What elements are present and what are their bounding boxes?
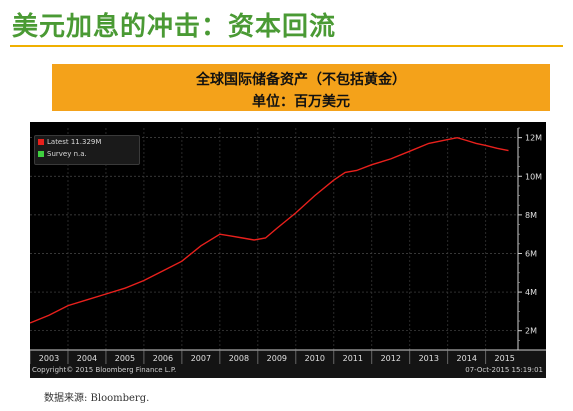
chart-panel: 2003 2004 2005 2006 2007 2008 2009 2010 2011 2012… (30, 122, 546, 378)
copyright-text: Copyright© 2015 Bloomberg Finance L.P. (32, 366, 177, 374)
x-tick-label: 2007 (191, 354, 211, 363)
slide-title: 美元加息的冲击：资本回流 (12, 12, 337, 42)
chart-unit: 单位：百万美元 (252, 94, 350, 110)
legend-swatch-latest (38, 139, 44, 145)
x-tick-label: 2015 (495, 354, 515, 363)
x-tick-label: 2004 (77, 354, 97, 363)
x-tick-label: 2014 (457, 354, 477, 363)
x-tick-label: 2006 (153, 354, 173, 363)
legend-swatch-survey (38, 151, 44, 157)
data-source: 数据来源: Bloomberg. (44, 393, 150, 404)
series-line-latest (30, 136, 509, 324)
y-tick-label: 12M (525, 134, 542, 143)
legend-item-survey: Survey n.a. (38, 148, 139, 160)
y-tick-label: 10M (525, 172, 542, 181)
chart-title: 全球国际储备资产（不包括黄金） (196, 72, 406, 88)
x-tick-label: 2011 (343, 354, 363, 363)
legend-label-latest: Latest 11.329M (47, 138, 102, 146)
chart-header-banner: 全球国际储备资产（不包括黄金） 单位：百万美元 (52, 64, 550, 111)
x-tick-label: 2009 (267, 354, 287, 363)
y-tick-label: 4M (525, 288, 537, 297)
line-chart: 2003 2004 2005 2006 2007 2008 2009 2010 2011 2012… (30, 127, 546, 378)
x-axis-band (30, 350, 546, 378)
title-divider (10, 45, 563, 47)
legend-label-survey: Survey n.a. (47, 150, 87, 158)
x-tick-label: 2008 (229, 354, 249, 363)
y-tick-label: 6M (525, 249, 537, 258)
x-tick-label: 2010 (305, 354, 325, 363)
x-tick-label: 2013 (419, 354, 439, 363)
legend-item-latest: Latest 11.329M (38, 136, 139, 148)
x-tick-label: 2003 (39, 354, 59, 363)
y-tick-label: 8M (525, 211, 537, 220)
timestamp-text: 07-Oct-2015 15:19:01 (465, 366, 543, 374)
y-tick-label: 2M (525, 327, 537, 336)
x-tick-label: 2012 (381, 354, 401, 363)
x-tick-label: 2005 (115, 354, 135, 363)
legend: Latest 11.329M Survey n.a. (34, 135, 140, 165)
